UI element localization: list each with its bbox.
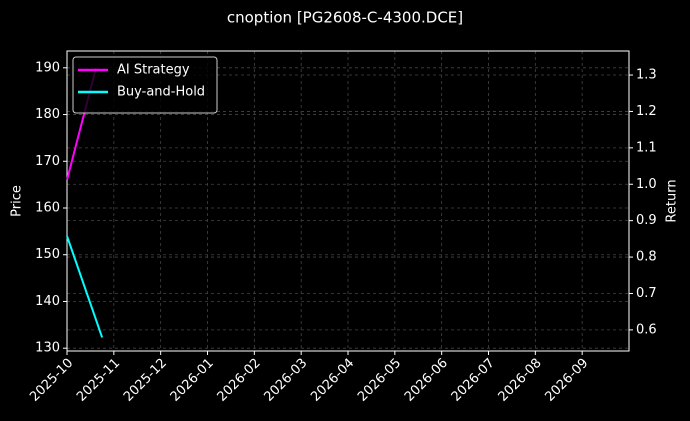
y2-tick-label: 1.2 [636, 104, 657, 119]
data-line [66, 235, 104, 338]
y2-tick-label: 0.6 [636, 322, 657, 337]
y-tick-label: 180 [35, 107, 60, 122]
y-tick-label: 130 [35, 341, 60, 356]
y-axis-label: Price [10, 185, 25, 217]
y2-tick-label: 0.8 [636, 250, 657, 265]
y-tick-label: 160 [35, 201, 60, 216]
y-tick-label: 140 [35, 294, 60, 309]
chart-title: cnoption [PG2608-C-4300.DCE] [227, 9, 463, 27]
y2-tick-label: 1.0 [636, 177, 657, 192]
y2-tick-label: 0.7 [636, 286, 657, 301]
y2-tick-label: 0.9 [636, 213, 657, 228]
y2-axis-label: Return [665, 179, 680, 222]
plot-frame [66, 50, 630, 352]
legend-box [72, 56, 218, 114]
y-tick-label: 150 [35, 247, 60, 262]
y2-tick-label: 1.1 [636, 140, 657, 155]
legend-label: AI Strategy [117, 63, 190, 78]
y2-tick-label: 1.3 [636, 68, 657, 83]
legend-label: Buy-and-Hold [117, 85, 205, 100]
y-tick-label: 190 [35, 60, 60, 75]
y-tick-label: 170 [35, 154, 60, 169]
